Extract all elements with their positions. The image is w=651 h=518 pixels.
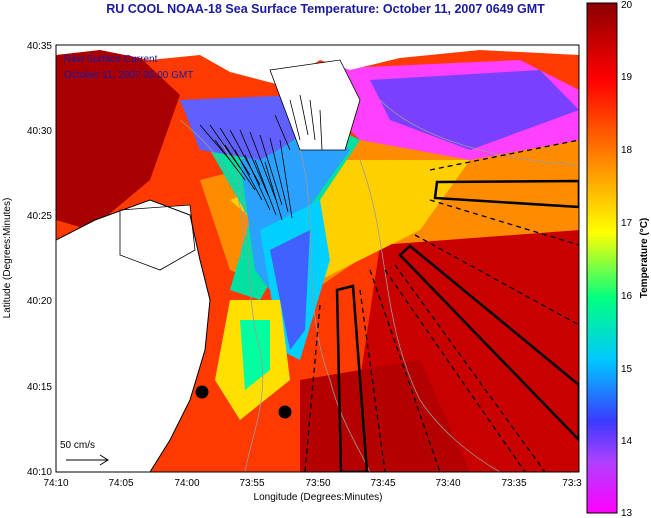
transect-guides [304,139,579,472]
x-tick-label: 73:40 [435,478,460,489]
annotation-line1: Raw Surface Current [64,54,158,65]
y-tick-label: 40:25 [27,211,52,222]
map-title: RU COOL NOAA-18 Sea Surface Temperature:… [106,2,545,16]
x-axis: 74:10 74:05 74:00 73:55 73:50 73:45 73:4… [43,478,582,503]
y-tick-label: 40:15 [27,382,52,393]
surface-current-vectors [199,94,323,221]
x-axis-label: Longitude (Degrees:Minutes) [254,492,383,503]
y-tick-label: 40:10 [27,467,52,478]
transect-boxes [335,179,579,472]
plot-frame [55,44,580,473]
x-tick-label: 73:3 [562,478,582,489]
sst-raster [56,45,579,472]
x-tick-label: 73:50 [305,478,330,489]
annotation-line2: October 11, 2007 05:00 GMT [64,70,193,81]
y-tick-label: 40:35 [27,41,52,52]
colorbar: 20 19 18 17 16 15 14 13 Temperature (°C) [586,0,650,518]
scale-arrow [66,454,109,466]
colorbar-tick-label: 15 [621,364,633,375]
colorbar-tick-label: 16 [621,291,633,302]
station-marker [195,385,209,399]
x-tick-label: 74:05 [108,478,133,489]
colorbar-tick-label: 14 [621,436,633,447]
x-tick-label: 73:55 [239,478,264,489]
x-tick-label: 74:10 [43,478,68,489]
y-tick-label: 40:30 [27,126,52,137]
colorbar-tick-label: 19 [621,72,633,83]
scale-label: 50 cm/s [60,440,95,451]
y-axis: 40:35 40:30 40:25 40:20 40:15 40:10 Lati… [2,41,52,478]
colorbar-tick-label: 17 [621,218,633,229]
colorbar-scale [586,2,618,514]
bathymetry-contours [179,99,579,472]
station-marker [278,405,292,419]
x-tick-label: 73:35 [501,478,526,489]
colorbar-tick-label: 20 [621,0,633,11]
y-axis-label: Latitude (Degrees:Minutes) [2,198,13,319]
x-tick-label: 73:45 [370,478,395,489]
colorbar-tick-label: 13 [621,508,633,518]
colorbar-label: Temperature (°C) [639,218,650,299]
colorbar-tick-label: 18 [621,145,633,156]
y-tick-label: 40:20 [27,296,52,307]
x-tick-label: 74:00 [174,478,199,489]
